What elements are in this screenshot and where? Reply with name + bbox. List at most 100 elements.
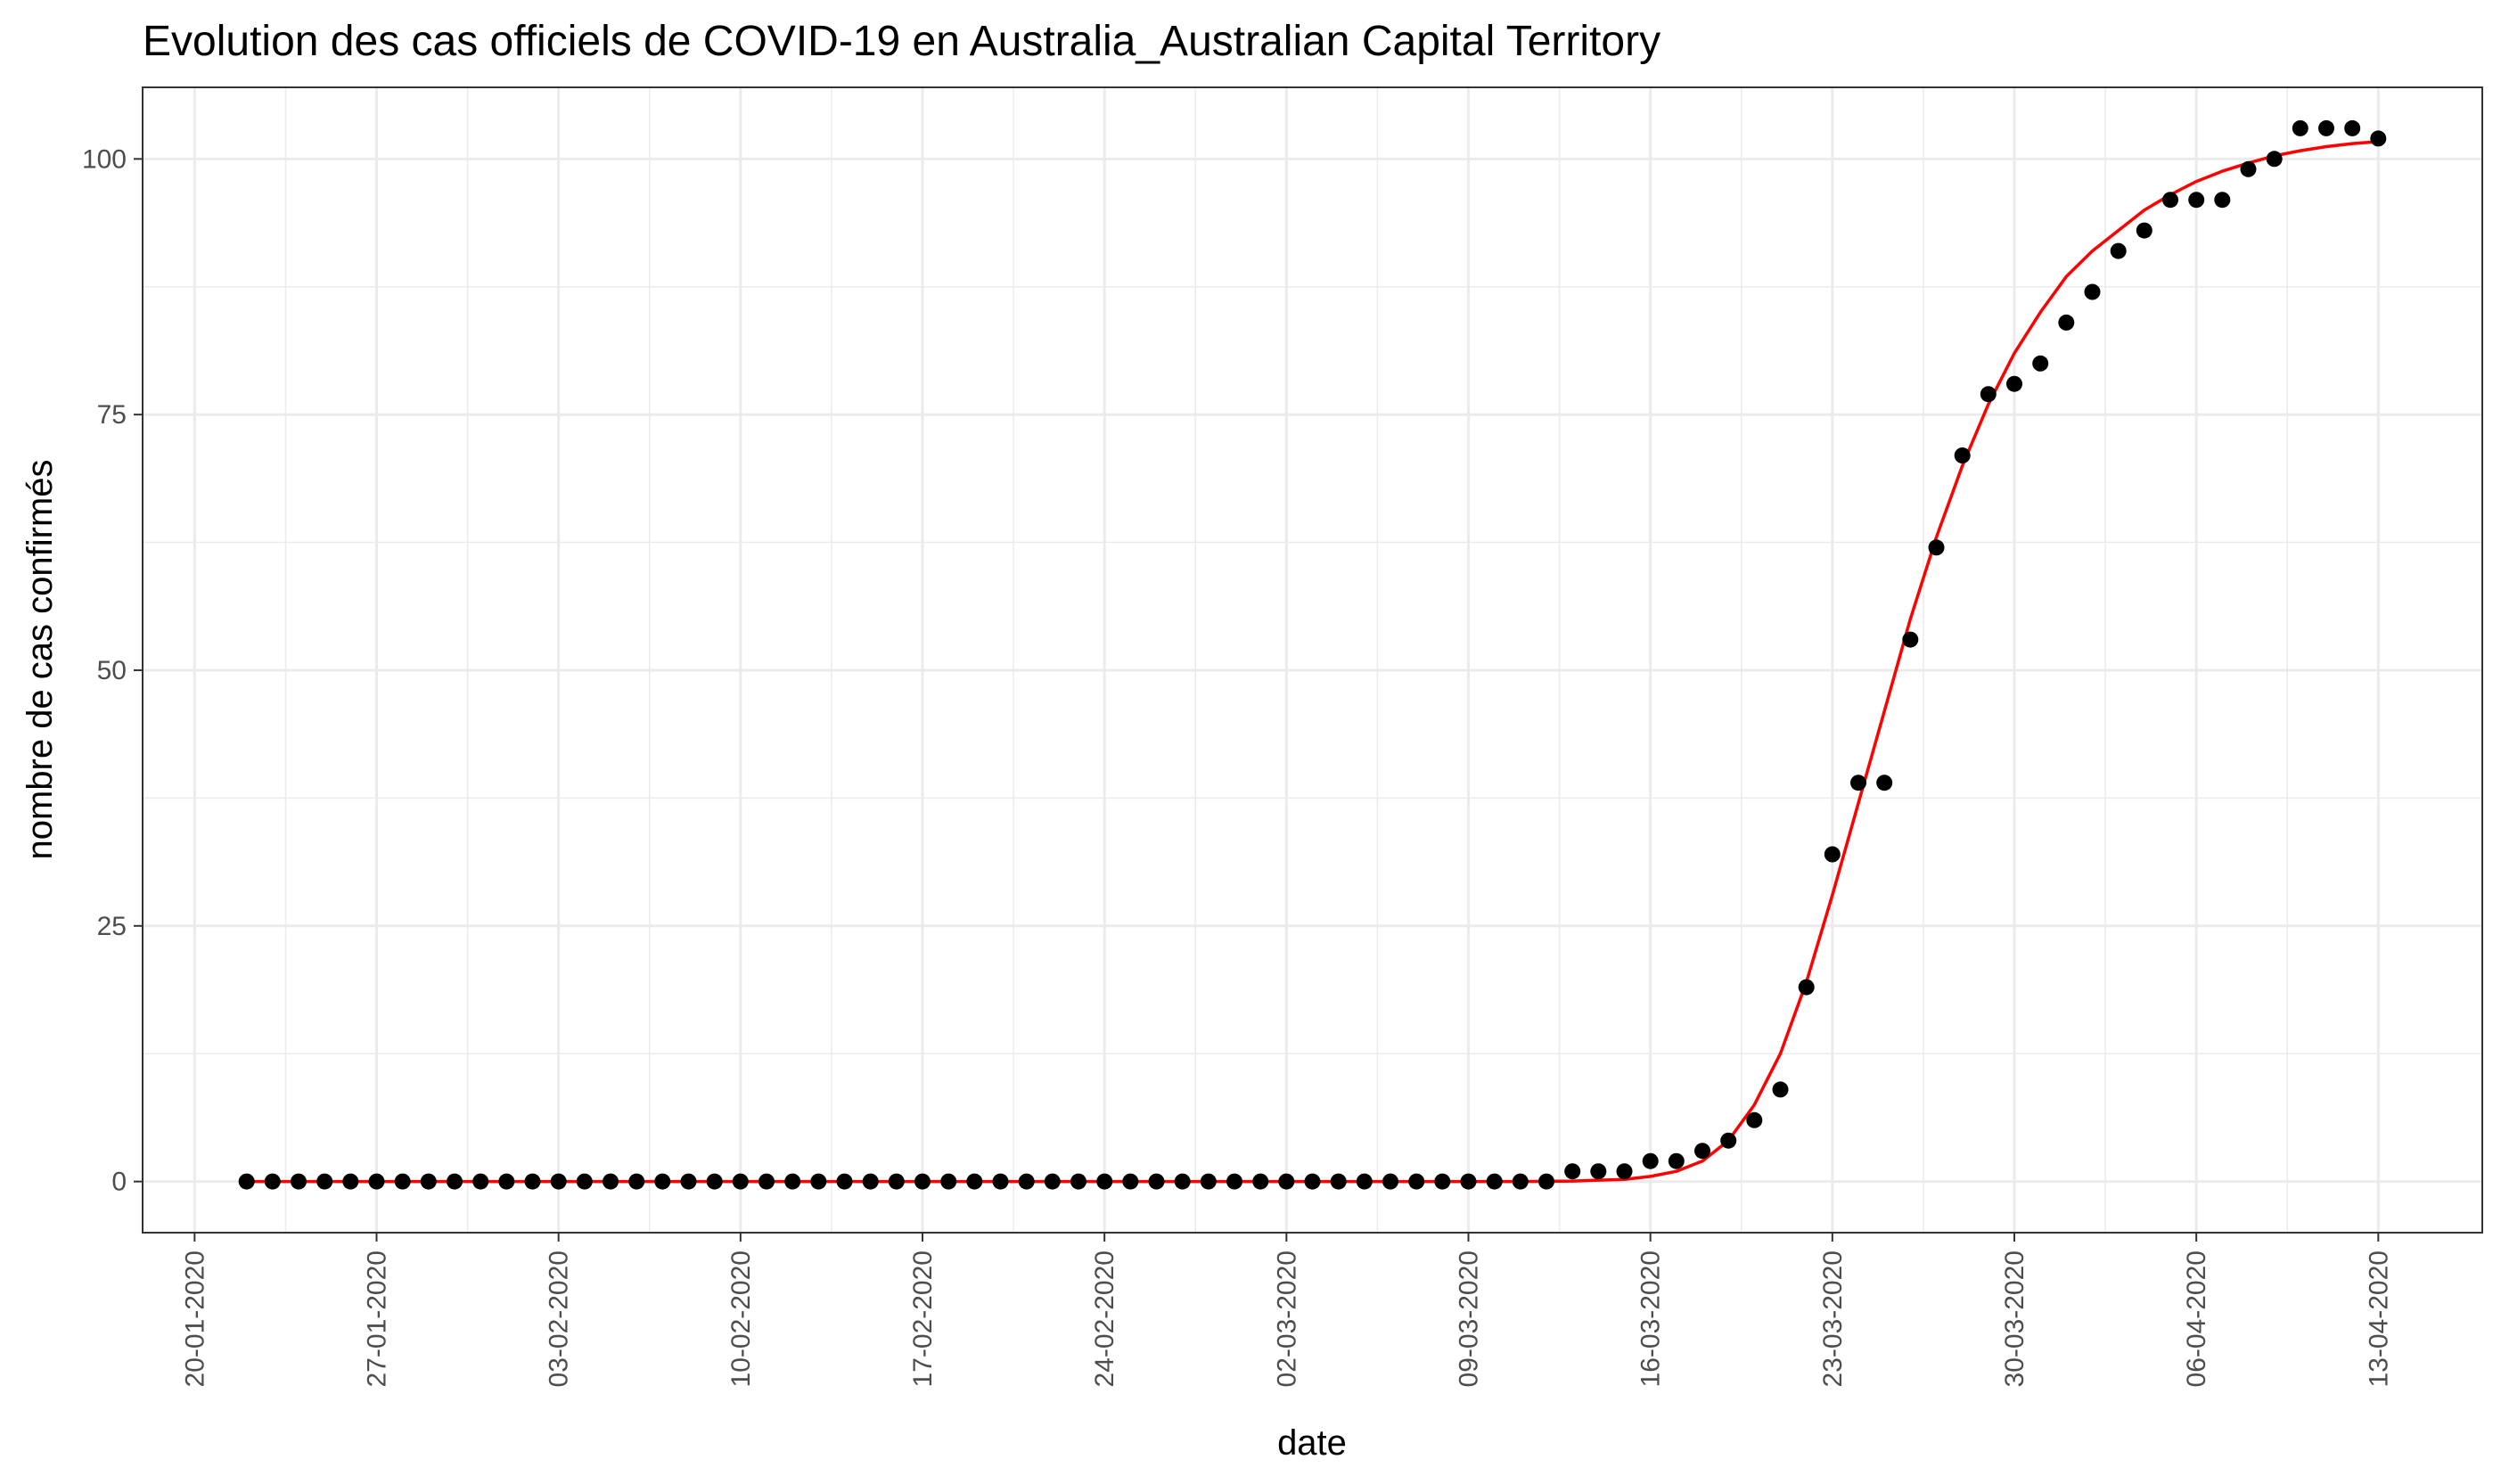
x-tick-label: 10-02-2020 xyxy=(726,1250,756,1387)
data-point xyxy=(603,1173,619,1190)
data-point xyxy=(2032,355,2049,372)
y-tick-label: 50 xyxy=(97,656,127,685)
data-point xyxy=(732,1173,749,1190)
data-point xyxy=(1096,1173,1113,1190)
data-point xyxy=(291,1173,307,1190)
data-point xyxy=(1278,1173,1295,1190)
data-point xyxy=(1434,1173,1451,1190)
data-point xyxy=(1356,1173,1373,1190)
x-tick-label: 16-03-2020 xyxy=(1636,1250,1666,1387)
data-point xyxy=(1824,846,1841,863)
data-point xyxy=(1616,1163,1633,1180)
y-tick-label: 0 xyxy=(111,1168,127,1197)
data-point xyxy=(940,1173,957,1190)
data-point xyxy=(628,1173,645,1190)
data-point xyxy=(836,1173,853,1190)
data-point xyxy=(1694,1143,1710,1160)
x-tick-label: 30-03-2020 xyxy=(2000,1250,2030,1387)
y-tick-label: 75 xyxy=(97,400,127,430)
data-point xyxy=(394,1173,411,1190)
x-tick-label: 09-03-2020 xyxy=(1455,1250,1484,1387)
data-point xyxy=(472,1173,489,1190)
data-point xyxy=(316,1173,333,1190)
y-tick-label: 25 xyxy=(97,912,127,941)
data-point xyxy=(680,1173,697,1190)
y-tick-label: 100 xyxy=(82,144,127,174)
data-point xyxy=(447,1173,463,1190)
data-point xyxy=(2292,119,2308,136)
data-point xyxy=(2370,130,2387,147)
x-tick-label: 03-02-2020 xyxy=(545,1250,574,1387)
data-point xyxy=(2084,283,2101,300)
x-axis: 20-01-2020 27-01-2020 03-02-2020 10-02-2020… xyxy=(180,1233,2393,1387)
y-axis-title: nombre de cas confirmés xyxy=(20,459,60,859)
data-point xyxy=(1928,539,1945,556)
data-point xyxy=(2110,242,2127,259)
data-point xyxy=(784,1173,801,1190)
y-axis: 0 25 50 75 100 xyxy=(82,144,143,1197)
data-point xyxy=(2318,119,2334,136)
data-point xyxy=(498,1173,515,1190)
data-point xyxy=(264,1173,281,1190)
chart-title: Evolution des cas officiels de COVID-19 … xyxy=(143,18,1660,65)
data-point xyxy=(1252,1173,1269,1190)
data-point xyxy=(1538,1173,1554,1190)
data-point xyxy=(1148,1173,1165,1190)
x-axis-title: date xyxy=(1277,1423,1347,1463)
data-point xyxy=(1876,775,1893,791)
data-point xyxy=(1018,1173,1035,1190)
x-tick-label: 17-02-2020 xyxy=(908,1250,938,1387)
grid xyxy=(143,87,2482,1233)
data-point xyxy=(862,1173,879,1190)
plot-panel xyxy=(143,87,2482,1233)
data-point xyxy=(758,1173,775,1190)
data-point xyxy=(2006,375,2022,392)
x-tick-label: 13-04-2020 xyxy=(2364,1250,2393,1387)
data-point xyxy=(966,1173,983,1190)
data-point xyxy=(1512,1173,1529,1190)
data-point xyxy=(1122,1173,1139,1190)
data-point xyxy=(1408,1173,1425,1190)
data-point xyxy=(1486,1173,1503,1190)
data-point xyxy=(2266,151,2283,168)
x-tick-label: 23-03-2020 xyxy=(1818,1250,1848,1387)
data-point xyxy=(1044,1173,1061,1190)
data-point xyxy=(368,1173,385,1190)
x-tick-label: 20-01-2020 xyxy=(180,1250,209,1387)
data-point xyxy=(1902,631,1919,648)
data-point xyxy=(2162,192,2178,209)
x-tick-label: 27-01-2020 xyxy=(363,1250,392,1387)
panel-border xyxy=(142,86,2483,1234)
data-point xyxy=(1798,979,1815,996)
data-point xyxy=(1070,1173,1086,1190)
data-point xyxy=(342,1173,359,1190)
data-point xyxy=(1174,1173,1191,1190)
data-point xyxy=(1642,1152,1659,1169)
data-point xyxy=(654,1173,671,1190)
fit-line xyxy=(246,140,2379,1184)
data-point xyxy=(888,1173,905,1190)
data-point xyxy=(420,1173,437,1190)
data-point xyxy=(576,1173,593,1190)
data-point xyxy=(1954,447,1971,463)
data-point xyxy=(810,1173,827,1190)
data-point xyxy=(1330,1173,1347,1190)
x-tick-label: 02-03-2020 xyxy=(1272,1250,1301,1387)
data-point xyxy=(1200,1173,1217,1190)
data-point xyxy=(1590,1163,1607,1180)
data-point xyxy=(2136,222,2152,239)
data-point xyxy=(1564,1163,1581,1180)
x-tick-label: 06-04-2020 xyxy=(2182,1250,2211,1387)
data-point xyxy=(1226,1173,1242,1190)
data-point xyxy=(1460,1173,1477,1190)
data-point xyxy=(1382,1173,1398,1190)
data-point xyxy=(992,1173,1009,1190)
data-point xyxy=(1850,775,1866,791)
data-point xyxy=(2058,314,2075,331)
data-point xyxy=(706,1173,723,1190)
data-point xyxy=(2344,119,2361,136)
data-point xyxy=(2214,192,2231,209)
data-point xyxy=(1720,1132,1737,1149)
data-point xyxy=(524,1173,541,1190)
